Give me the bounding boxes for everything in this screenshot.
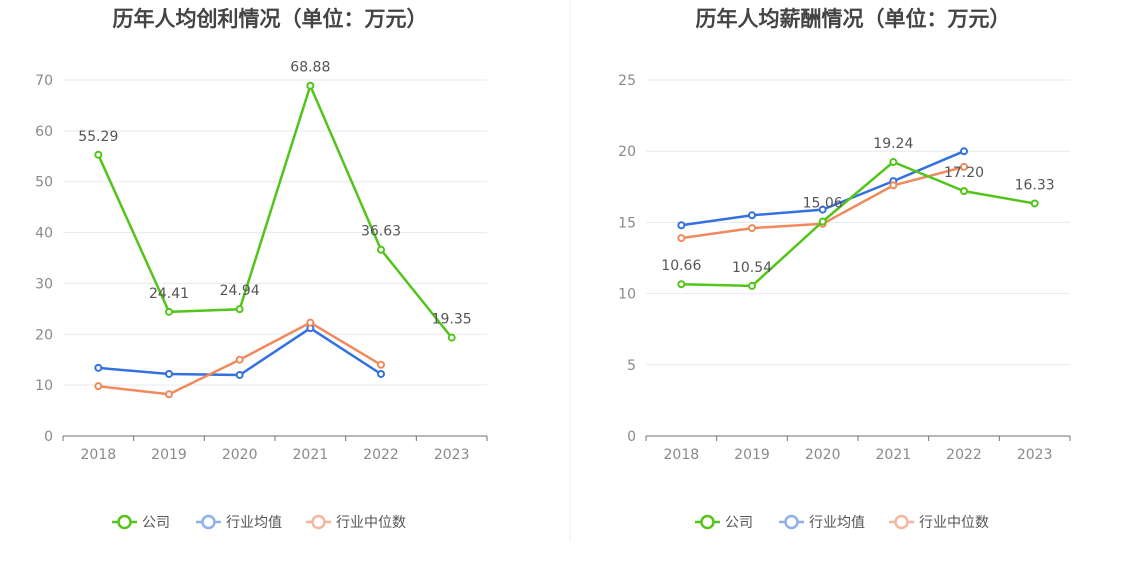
x-tick-label: 2018 bbox=[664, 447, 700, 463]
data-point[interactable] bbox=[960, 187, 968, 196]
y-tick-label: 70 bbox=[35, 73, 53, 89]
data-point[interactable] bbox=[165, 390, 173, 399]
data-point[interactable] bbox=[889, 181, 898, 190]
legend-label: 行业中位数 bbox=[919, 515, 989, 531]
legend-item[interactable]: 行业中位数 bbox=[889, 514, 989, 531]
legend-swatch-marker bbox=[700, 514, 715, 530]
legend-swatch-marker bbox=[784, 514, 799, 530]
data-point[interactable] bbox=[1030, 199, 1039, 208]
data-point[interactable] bbox=[94, 382, 103, 391]
data-point[interactable] bbox=[235, 370, 244, 379]
data-point[interactable] bbox=[447, 333, 456, 342]
data-label: 10.66 bbox=[661, 258, 701, 274]
series-line bbox=[681, 150, 965, 227]
data-point[interactable] bbox=[235, 305, 244, 314]
y-tick-label: 25 bbox=[618, 73, 636, 89]
legend-label: 行业均值 bbox=[226, 515, 282, 531]
data-label: 17.20 bbox=[944, 165, 984, 181]
data-label: 36.63 bbox=[361, 224, 401, 240]
legend-item[interactable]: 公司 bbox=[695, 514, 753, 531]
x-tick-label: 2023 bbox=[1017, 447, 1053, 463]
y-tick-label: 40 bbox=[35, 226, 53, 242]
x-tick-label: 2019 bbox=[151, 447, 187, 463]
legend-item[interactable]: 行业中位数 bbox=[306, 514, 406, 531]
chart-title: 历年人均创利情况（单位：万元） bbox=[113, 7, 428, 31]
x-tick-label: 2020 bbox=[222, 447, 258, 463]
x-tick-label: 2018 bbox=[81, 447, 117, 463]
y-tick-label: 0 bbox=[627, 429, 636, 445]
data-point[interactable] bbox=[677, 280, 686, 289]
legend-label: 行业中位数 bbox=[336, 515, 406, 531]
legend-swatch-marker bbox=[311, 514, 326, 530]
y-tick-label: 20 bbox=[35, 327, 53, 343]
data-label: 10.54 bbox=[732, 260, 772, 276]
data-point[interactable] bbox=[677, 234, 686, 243]
y-tick-label: 50 bbox=[35, 175, 53, 191]
data-point[interactable] bbox=[748, 211, 756, 220]
legend-item[interactable]: 公司 bbox=[112, 514, 170, 531]
series-line bbox=[681, 160, 1035, 288]
data-label: 24.41 bbox=[149, 286, 189, 302]
data-label: 16.33 bbox=[1015, 177, 1055, 193]
salary-per-employee-chart: 历年人均薪酬情况（单位：万元） 0 5 10 15 20 25 2018 2019 2020 202… bbox=[618, 7, 1071, 531]
data-label: 24.94 bbox=[220, 283, 260, 299]
profit-per-employee-chart: 历年人均创利情况（单位：万元） 0 10 20 30 40 50 60 70 2018 2019 20… bbox=[35, 7, 488, 531]
x-tick-label: 2021 bbox=[876, 447, 912, 463]
x-tick-label: 2020 bbox=[805, 447, 841, 463]
legend-item[interactable]: 行业均值 bbox=[779, 514, 865, 531]
x-tick-label: 2022 bbox=[946, 447, 982, 463]
y-tick-label: 10 bbox=[618, 287, 636, 303]
data-point[interactable] bbox=[306, 318, 315, 327]
y-tick-label: 0 bbox=[44, 429, 53, 445]
legend-label: 公司 bbox=[142, 515, 170, 531]
data-point[interactable] bbox=[165, 369, 173, 378]
data-label: 19.24 bbox=[873, 136, 913, 152]
data-point[interactable] bbox=[235, 355, 244, 364]
chart-title: 历年人均薪酬情况（单位：万元） bbox=[696, 7, 1011, 31]
data-point[interactable] bbox=[377, 369, 385, 378]
x-tick-label: 2022 bbox=[363, 447, 399, 463]
data-point[interactable] bbox=[748, 224, 756, 233]
y-tick-label: 60 bbox=[35, 124, 53, 140]
y-tick-label: 30 bbox=[35, 276, 53, 292]
legend-label: 行业均值 bbox=[809, 515, 865, 531]
data-label: 15.06 bbox=[803, 196, 843, 212]
y-tick-label: 10 bbox=[35, 378, 53, 394]
data-label: 55.29 bbox=[78, 129, 118, 145]
x-tick-label: 2019 bbox=[734, 447, 770, 463]
data-label: 19.35 bbox=[432, 312, 472, 328]
data-point[interactable] bbox=[94, 150, 103, 159]
data-point[interactable] bbox=[818, 205, 827, 214]
data-label: 68.88 bbox=[290, 60, 330, 76]
data-point[interactable] bbox=[818, 217, 827, 226]
y-tick-label: 15 bbox=[618, 215, 636, 231]
x-tick-label: 2021 bbox=[293, 447, 329, 463]
legend-swatch-marker bbox=[201, 514, 216, 530]
series-line bbox=[98, 326, 382, 377]
data-point[interactable] bbox=[377, 245, 385, 254]
y-tick-label: 20 bbox=[618, 144, 636, 160]
legend: 公司 行业均值 行业中位数 bbox=[695, 514, 989, 531]
data-point[interactable] bbox=[748, 281, 756, 290]
legend-item[interactable]: 行业均值 bbox=[196, 514, 282, 531]
data-point[interactable] bbox=[677, 221, 686, 230]
data-point[interactable] bbox=[960, 147, 968, 156]
data-point[interactable] bbox=[889, 158, 898, 167]
series-line bbox=[97, 84, 453, 339]
legend: 公司 行业均值 行业中位数 bbox=[112, 514, 406, 531]
data-point[interactable] bbox=[377, 360, 385, 369]
data-point[interactable] bbox=[960, 162, 968, 171]
x-tick-label: 2023 bbox=[434, 447, 470, 463]
legend-label: 公司 bbox=[725, 515, 753, 531]
legend-swatch-marker bbox=[117, 514, 132, 530]
data-point[interactable] bbox=[94, 363, 103, 372]
legend-swatch-marker bbox=[894, 514, 909, 530]
data-point[interactable] bbox=[165, 307, 173, 316]
y-tick-label: 5 bbox=[627, 358, 636, 374]
data-point[interactable] bbox=[306, 81, 315, 90]
